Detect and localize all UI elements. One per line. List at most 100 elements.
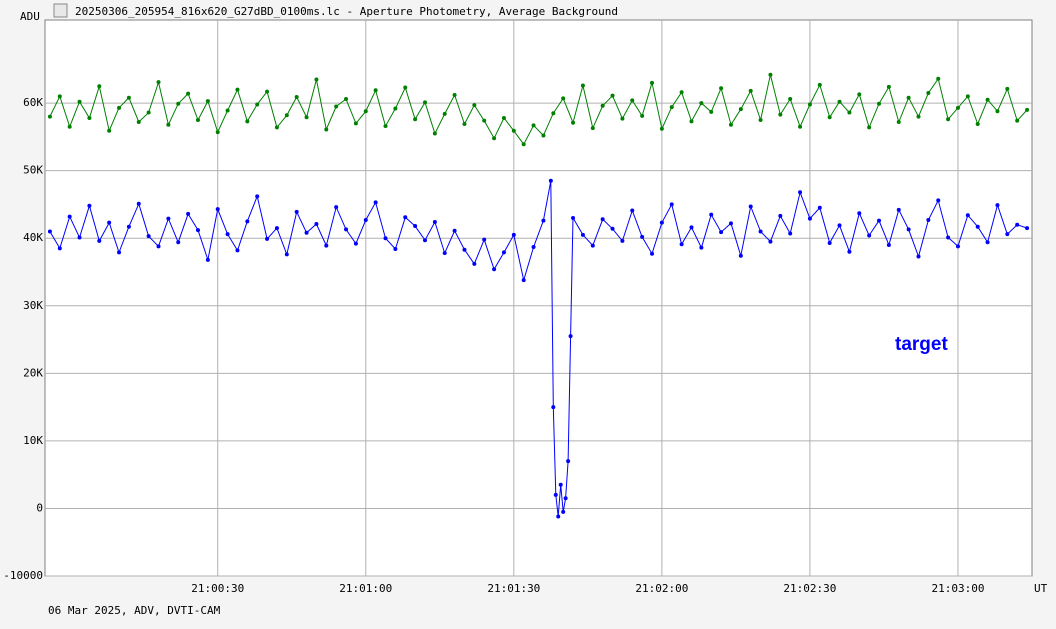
data-point [413,117,418,122]
data-point [492,267,497,272]
data-point [728,122,733,127]
data-point [1025,107,1030,112]
data-point [719,86,724,91]
data-point [353,121,358,126]
data-point [403,215,408,220]
data-point [1005,232,1010,237]
data-point [590,243,595,248]
data-point [699,101,704,106]
data-point [561,509,566,514]
data-point [679,90,684,95]
data-point [334,205,339,210]
data-point [186,211,191,216]
data-point [689,119,694,124]
data-point [393,247,398,252]
x-tick-label: 21:03:00 [931,582,984,595]
data-point [531,244,536,249]
data-point [176,240,181,245]
data-point [778,112,783,117]
data-point [965,94,970,99]
data-point [363,217,368,222]
data-point [985,240,990,245]
data-point [67,214,72,219]
data-point [344,227,349,232]
data-point [422,238,427,243]
series-label: target [895,334,948,355]
data-point [590,126,595,131]
data-point [551,111,556,116]
data-point [205,99,210,104]
data-point [521,278,526,283]
data-point [541,133,546,138]
data-point [186,91,191,96]
data-point [748,88,753,93]
data-point [452,228,457,233]
data-point [284,252,289,257]
data-point [975,224,980,229]
data-point [314,222,319,227]
data-point [225,108,230,113]
y-tick-label: 30K [23,299,43,312]
data-point [472,261,477,266]
data-point [556,514,561,519]
data-point [166,216,171,221]
data-point [798,190,803,195]
data-point [580,232,585,237]
data-point [568,334,573,339]
data-point [511,232,516,237]
data-point [709,212,714,217]
data-point [926,90,931,95]
data-point [689,225,694,230]
y-tick-label: -10000 [3,569,43,582]
data-point [758,117,763,122]
data-point [768,239,773,244]
data-point [867,233,872,238]
data-point [995,203,1000,208]
data-point [906,95,911,100]
data-point [265,89,270,94]
data-point [334,104,339,109]
data-point [195,117,200,122]
data-point [738,107,743,112]
data-point [363,109,368,114]
data-point [558,482,563,487]
data-point [156,244,161,249]
data-point [294,209,299,214]
y-tick-label: 60K [23,96,43,109]
data-point [146,110,151,115]
data-point [659,126,664,131]
data-point [807,216,812,221]
data-point [245,219,250,224]
data-point [215,130,220,135]
data-point [827,240,832,245]
data-point [985,97,990,102]
data-point [837,99,842,104]
data-point [936,76,941,81]
data-point [87,115,92,120]
data-point [640,234,645,239]
data-point [235,87,240,92]
data-point [304,115,309,120]
data-point [77,235,82,240]
data-point [541,218,546,223]
data-point [563,496,568,501]
data-point [837,223,842,228]
data-point [847,110,852,115]
data-point [422,100,427,105]
data-point [669,202,674,207]
data-point [548,178,553,183]
data-point [274,125,279,130]
data-point [353,241,358,246]
data-point [57,246,62,251]
footer: 06 Mar 2025, ADV, DVTI-CAM [48,604,221,617]
data-point [126,95,131,100]
data-point [896,207,901,212]
data-point [57,94,62,99]
y-tick-label: 50K [23,164,43,177]
data-point [383,124,388,129]
data-point [659,220,664,225]
data-point [195,228,200,233]
data-point [136,120,141,125]
data-point [857,211,862,216]
